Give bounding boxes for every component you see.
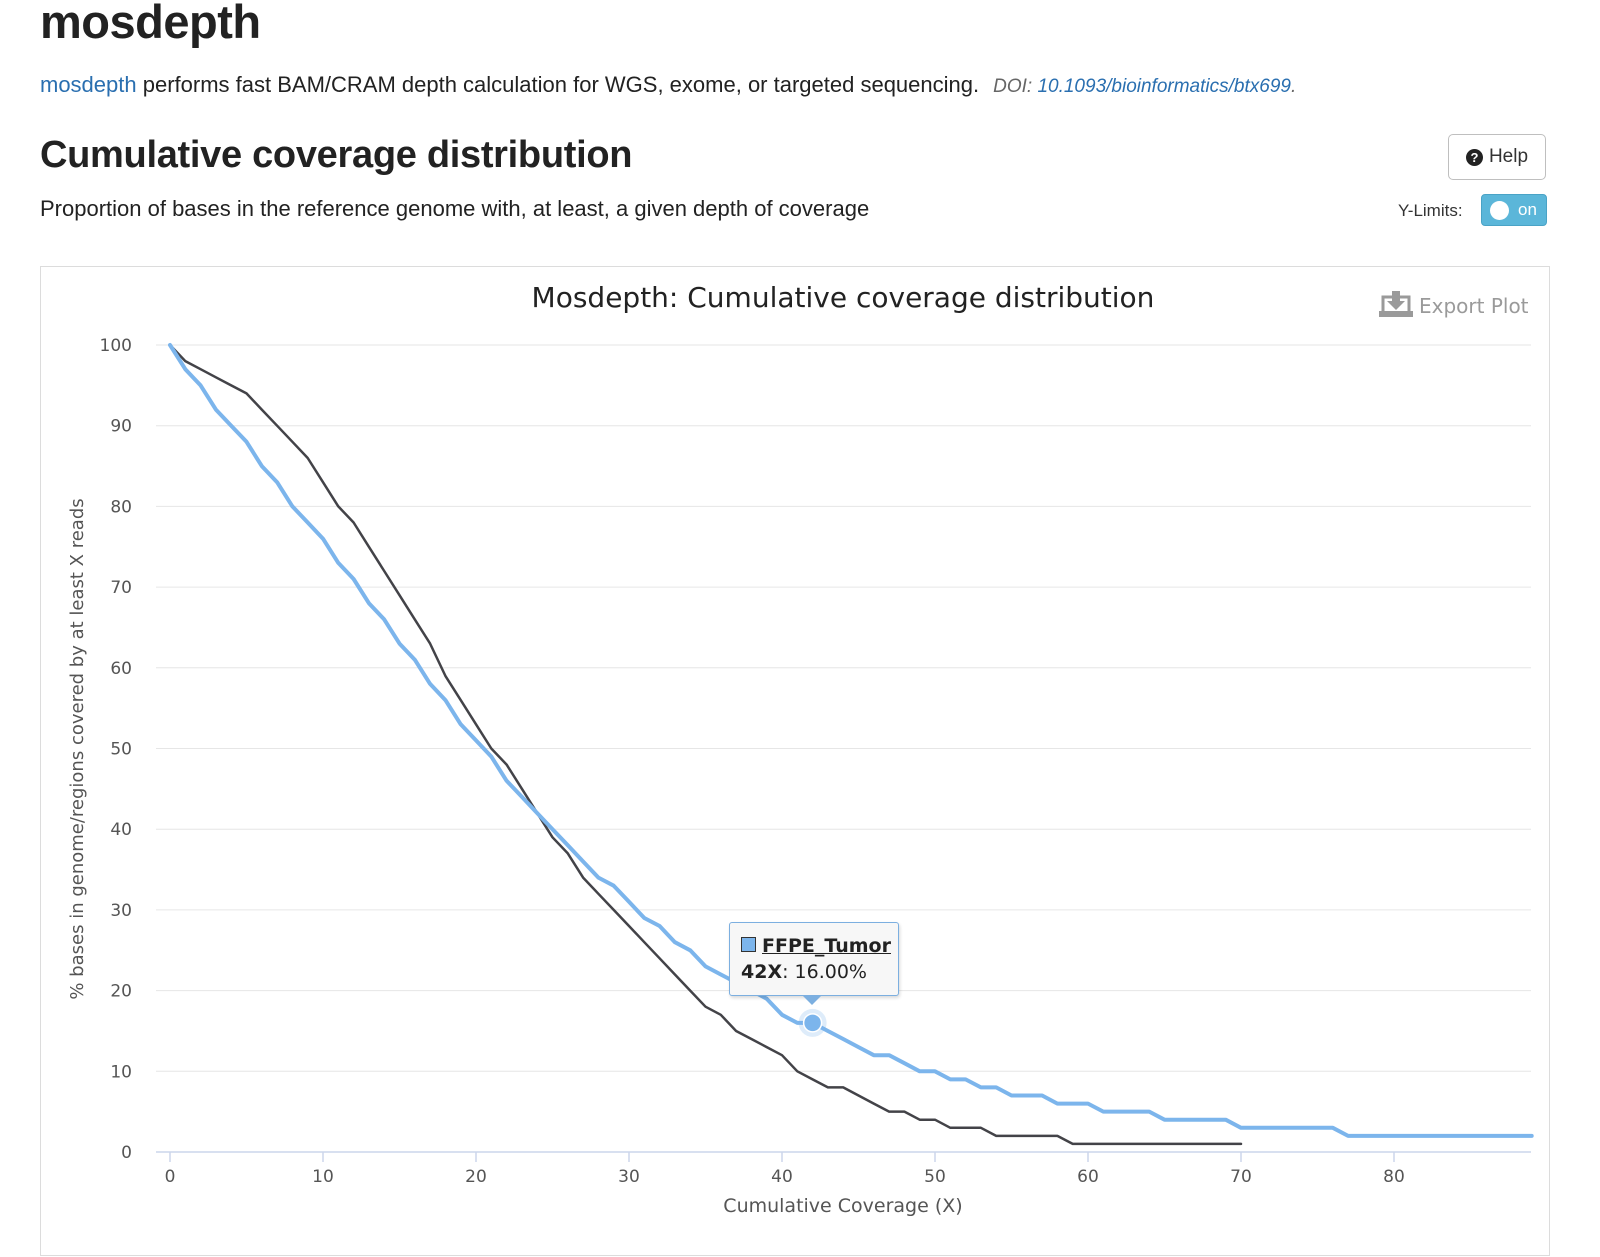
export-plot-label: Export Plot [1419,294,1529,318]
help-button[interactable]: ? Help [1448,134,1546,180]
chart-title: Mosdepth: Cumulative coverage distributi… [532,281,1155,314]
series-swatch [741,937,756,952]
chart-tooltip: FFPE_Tumor 42X: 16.00% [729,922,899,1005]
doi-suffix: . [1290,76,1297,97]
grid-layer [156,344,1531,1072]
y-tick-label: 60 [110,659,132,679]
help-label: Help [1488,146,1529,167]
x-tick-label: 10 [312,1167,334,1187]
tooltip-value-line: 42X: 16.00% [741,961,867,983]
doi-prefix: DOI: [993,76,1038,97]
marker-layer [798,1008,827,1037]
x-tick-label: 50 [924,1167,946,1187]
axis-layer: 0 10 20 30 40 50 60 70 80 90 100 0 10 20 30 40 50 60 70 80 [100,336,1531,1187]
ylimits-toggle[interactable]: on [1481,194,1547,226]
hover-point [802,1013,823,1033]
y-tick-label: 50 [110,740,132,760]
x-tick-label: 40 [771,1167,793,1187]
ylimits-label: Y-Limits: [1398,201,1463,220]
question-circle-icon: ? [1465,148,1483,166]
x-tick-label: 60 [1077,1167,1099,1187]
x-tick-label: 80 [1383,1167,1405,1187]
toggle-knob [1490,201,1509,220]
export-plot-button[interactable]: Export Plot [1379,291,1529,318]
doi-link[interactable]: 10.1093/bioinformatics/btx699 [1037,76,1291,97]
y-tick-label: 10 [110,1062,132,1082]
tooltip-value: : 16.00% [782,961,867,983]
series-line-sample-2 [168,343,1243,1146]
section-title: Cumulative coverage distribution [40,134,633,176]
intro-text: performs fast BAM/CRAM depth calculation… [136,72,980,97]
module-intro: mosdepth performs fast BAM/CRAM depth ca… [40,72,1296,98]
y-tick-label: 70 [110,578,132,598]
x-axis-title: Cumulative Coverage (X) [723,1195,962,1217]
page-title: mosdepth [40,0,261,48]
chart-container: 0 10 20 30 40 50 60 70 80 90 100 0 10 20 30 40 50 60 70 80 … [40,266,1550,1256]
y-axis-title: % bases in genome/regions covered by at … [67,498,88,999]
tooltip-x-label: 42X [741,961,783,983]
y-tick-label: 100 [100,336,132,356]
toggle-label: on [1518,200,1537,219]
x-tick-label: 0 [165,1167,176,1187]
x-tick-label: 30 [618,1167,640,1187]
doi-note: DOI: 10.1093/bioinformatics/btx699. [993,76,1296,97]
y-tick-label: 80 [110,497,132,517]
y-tick-label: 30 [110,901,132,921]
x-tick-label: 20 [465,1167,487,1187]
series-layer [168,343,1534,1146]
download-icon [1379,291,1413,317]
tooltip-series-name: FFPE_Tumor [762,935,891,957]
y-tick-label: 0 [121,1143,132,1163]
tooltip-series-line: FFPE_Tumor [741,935,891,957]
mosdepth-link[interactable]: mosdepth [40,72,137,97]
y-tick-label: 90 [110,417,132,437]
y-tick-label: 40 [110,820,132,840]
section-description: Proportion of bases in the reference gen… [40,196,870,221]
y-tick-label: 20 [110,982,132,1002]
x-tick-label: 70 [1230,1167,1252,1187]
series-line-ffpe-tumor [168,343,1534,1138]
